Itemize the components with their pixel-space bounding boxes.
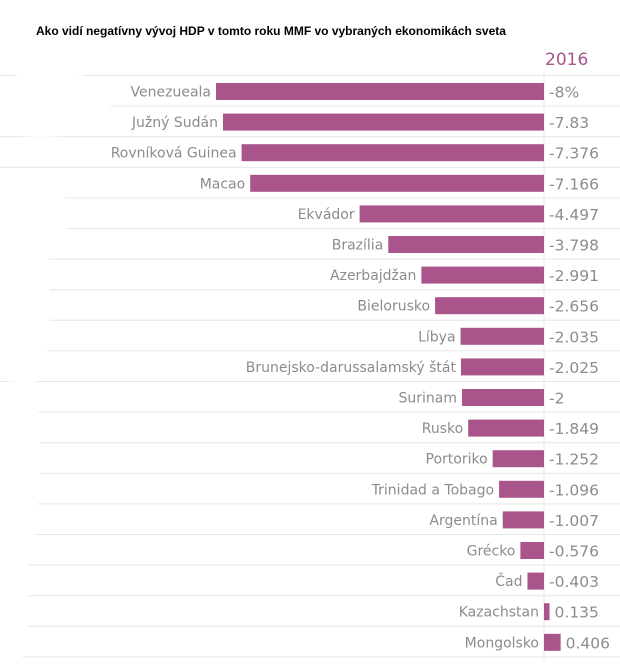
value-label: -2.656 [549,298,599,316]
category-label: Azerbajdžan [330,268,416,284]
bar-17 [544,603,550,621]
category-label: Ekvádor [298,207,355,223]
bar-10 [462,389,544,406]
value-label: -2.025 [549,359,599,377]
value-label: -7.166 [549,175,599,193]
category-label: Argentína [429,513,497,529]
bar-1 [222,113,544,131]
bar-2 [241,144,545,162]
bar-11 [468,419,544,437]
category-label: Mongolsko [465,635,539,651]
value-label: 0.135 [555,604,599,622]
bar-13 [499,480,544,498]
bar-12 [492,450,544,468]
value-label: -8% [549,84,579,102]
value-label: -2.991 [549,267,599,285]
value-label: -0.403 [549,573,599,591]
bar-5 [388,236,544,253]
value-label: -2 [549,390,564,408]
category-label: Bielorusko [357,299,430,315]
value-label: -7.83 [549,114,589,132]
category-label: Líbya [418,329,455,345]
bar-9 [460,358,544,376]
bar-18 [544,633,561,651]
category-label: Surinam [399,391,458,407]
bar-6 [421,266,544,284]
series-year-label: 2016 [545,50,589,70]
value-label: -4.497 [549,206,599,224]
category-label: Macao [200,176,246,192]
category-label: Brazília [332,238,384,254]
category-label: Grécko [467,544,516,560]
bar-7 [435,297,544,315]
category-label: Čad [495,572,522,590]
value-label: -3.798 [549,237,599,255]
value-label: -2.035 [549,328,599,346]
bar-8 [460,327,544,345]
value-label: -1.007 [549,512,599,530]
value-label: 0.406 [566,634,610,652]
value-label: -1.096 [549,481,599,499]
value-label: -7.376 [549,145,599,163]
category-label: Brunejsko-darussalamský štát [246,360,457,376]
category-label: Venezueala [131,85,211,101]
category-label: Rovníková Guinea [111,146,237,162]
value-label: -1.252 [549,451,599,469]
bar-15 [520,542,544,559]
category-label: Portoriko [426,452,488,468]
category-label: Trinidad a Tobago [371,482,494,498]
value-label: -0.576 [549,543,599,561]
bar-0 [216,83,544,100]
bar-14 [502,511,544,529]
bar-3 [250,174,544,192]
category-label: Kazachstan [459,605,539,621]
bar-4 [359,205,544,223]
chart-title: Ako vidí negatívny vývoj HDP v tomto rok… [36,24,506,38]
bar-16 [527,572,544,590]
category-label: Rusko [422,421,463,437]
value-label: -1.849 [549,420,599,438]
redacted-area [0,73,116,662]
category-label: Južný Sudán [131,115,218,131]
